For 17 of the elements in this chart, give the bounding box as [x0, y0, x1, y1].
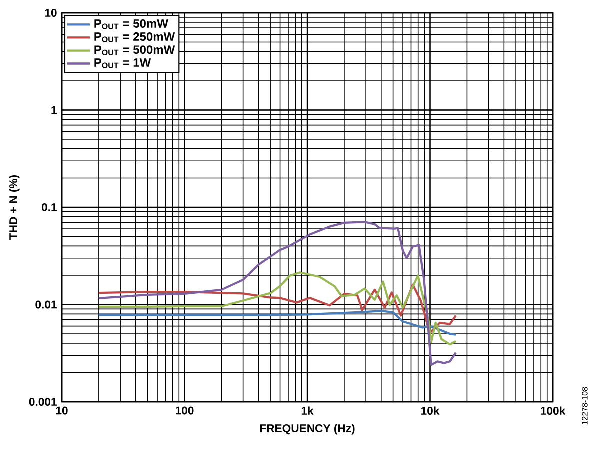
legend-label: P$_{OUT}$ = 1W	[94, 58, 152, 68]
legend-label: P$_{OUT}$ = 500mW	[94, 46, 176, 56]
y-tick-label: 0.001	[29, 398, 57, 406]
x-tick-label: 100k	[541, 406, 566, 416]
y-tick-label: 10	[45, 8, 57, 18]
y-axis-title: THD + N (%)	[9, 176, 20, 240]
x-tick-label: 10	[56, 406, 68, 415]
x-axis-title: FREQUENCY (Hz)	[260, 424, 355, 435]
legend-label: P$_{OUT}$ = 50mW	[94, 19, 168, 30]
y-tick-label: 0.1	[42, 203, 57, 212]
x-tick-label: 10k	[422, 406, 440, 416]
legend-label: P$_{OUT}$ = 250mW	[94, 32, 176, 42]
text: 12278-108	[582, 387, 588, 425]
x-tick-label: 100	[176, 406, 194, 415]
y-tick-label: 0.01	[36, 300, 57, 309]
y-tick-label: 1	[52, 106, 57, 114]
x-tick-label: 1k	[302, 406, 314, 415]
